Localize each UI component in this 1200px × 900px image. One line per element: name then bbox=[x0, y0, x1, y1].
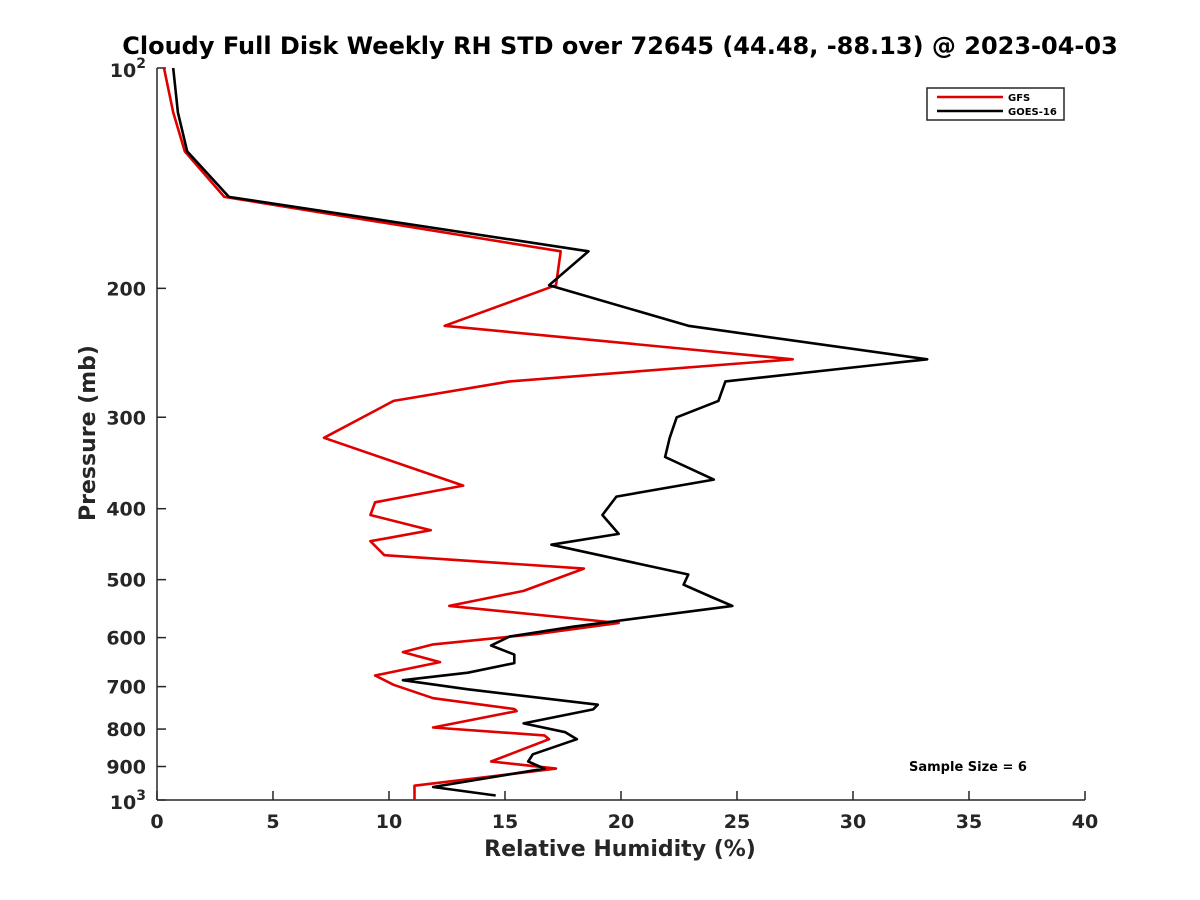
legend-box bbox=[926, 87, 1065, 121]
y-tick-label: 500 bbox=[106, 570, 146, 592]
y-tick-label: 700 bbox=[106, 677, 146, 699]
y-tick-label: 900 bbox=[106, 757, 146, 779]
y-decade-tick-label: 102 bbox=[110, 56, 146, 82]
y-tick-label: 300 bbox=[106, 407, 146, 429]
legend: GFS GOES-16 bbox=[926, 87, 1065, 121]
axes: 0 5 10 15 20 25 30 35 40 200 300 400 500 600 700 800 900… bbox=[106, 56, 1098, 833]
legend-label-gfs: GFS bbox=[1008, 93, 1030, 104]
x-tick-label: 15 bbox=[492, 811, 518, 833]
x-tick-label: 40 bbox=[1072, 811, 1098, 833]
series-layer bbox=[162, 67, 929, 800]
x-tick-label: 0 bbox=[150, 811, 163, 833]
legend-label-goes-16: GOES-16 bbox=[1008, 107, 1057, 118]
sample-size-annotation: Sample Size = 6 bbox=[909, 760, 1027, 775]
y-axis-label: Pressure (mb) bbox=[76, 345, 101, 521]
x-tick-label: 5 bbox=[266, 811, 279, 833]
y-tick-label: 400 bbox=[106, 499, 146, 521]
y-tick-label: 600 bbox=[106, 628, 146, 650]
series-line-goes-16 bbox=[171, 67, 929, 797]
x-tick-label: 30 bbox=[840, 811, 866, 833]
x-axis-label: Relative Humidity (%) bbox=[484, 837, 756, 862]
series-line-gfs bbox=[162, 67, 795, 800]
x-tick-label: 25 bbox=[724, 811, 750, 833]
x-tick-label: 20 bbox=[608, 811, 634, 833]
y-tick-label: 800 bbox=[106, 719, 146, 741]
y-decade-tick-label: 103 bbox=[110, 788, 146, 814]
x-tick-label: 10 bbox=[376, 811, 402, 833]
y-tick-label: 200 bbox=[106, 278, 146, 300]
x-tick-label: 35 bbox=[956, 811, 982, 833]
chart-title: Cloudy Full Disk Weekly RH STD over 7264… bbox=[122, 32, 1118, 60]
